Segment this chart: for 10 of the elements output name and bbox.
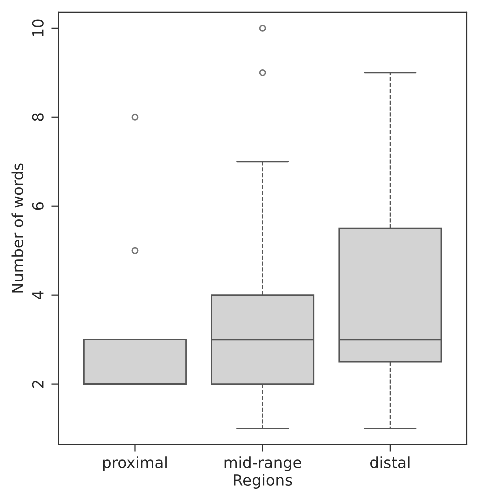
y-tick-label: 8	[32, 114, 44, 122]
x-tick-label: distal	[370, 456, 410, 468]
x-tick-label: mid-range	[224, 456, 302, 472]
y-axis-title: Number of words	[12, 164, 24, 293]
y-tick-label: 6	[32, 202, 44, 210]
x-axis-title: Regions	[234, 474, 292, 489]
x-tick-label: proximal	[103, 456, 167, 472]
y-tick-label: 10	[32, 20, 44, 36]
y-tick-label: 2	[32, 380, 44, 388]
y-tick-label: 4	[32, 291, 44, 300]
